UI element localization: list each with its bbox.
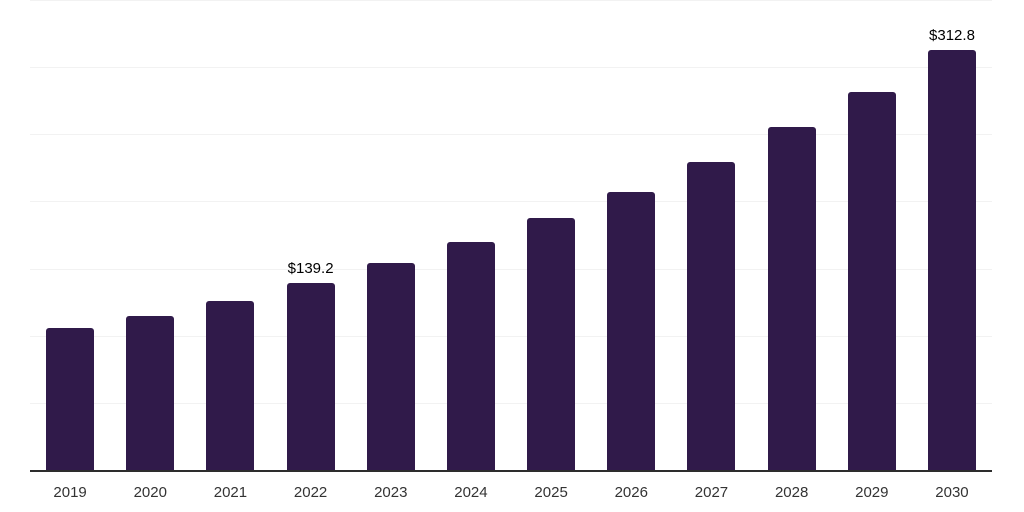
- x-axis-labels: 2019 2020 2021 2022 2023 2024 2025 2026 2027 2028…: [30, 484, 992, 501]
- bar-slot-2027: [671, 0, 751, 470]
- bar-2029: [847, 91, 896, 470]
- x-tick-label-2022: 2022: [293, 484, 328, 501]
- bar-slot-2025: [511, 0, 591, 470]
- bar-2028: [767, 126, 816, 470]
- bar-2023: [366, 263, 415, 470]
- gridline: [30, 67, 992, 69]
- bar-slot-2019: [30, 0, 110, 470]
- bar-slot-2020: [110, 0, 190, 470]
- bar-2020: [126, 316, 175, 470]
- bar-2024: [446, 242, 495, 470]
- bar-slot-2030: $312.8: [912, 0, 992, 470]
- bar-slot-2021: [190, 0, 270, 470]
- bars-row: $139.2 $312.8: [30, 0, 992, 470]
- bar-slot-2024: [431, 0, 511, 470]
- gridline: [30, 268, 992, 270]
- x-tick-label-2024: 2024: [454, 484, 488, 501]
- bar-2030: [927, 49, 976, 470]
- plot-area: $139.2 $312.8: [30, 0, 992, 470]
- gridline: [30, 402, 992, 404]
- bar-2027: [687, 161, 736, 470]
- bar-slot-2026: [591, 0, 671, 470]
- data-label-2030: $312.8: [929, 26, 975, 44]
- x-tick-label-2028: 2028: [774, 484, 809, 501]
- bar-slot-2022: $139.2: [271, 0, 351, 470]
- gridline: [30, 201, 992, 203]
- bar-2022: [286, 283, 335, 470]
- x-tick-label-2030: 2030: [935, 484, 969, 501]
- x-tick-label-2026: 2026: [614, 484, 648, 501]
- gridline: [30, 0, 992, 1]
- x-tick-label-2029: 2029: [855, 484, 889, 501]
- bar-2026: [607, 191, 656, 470]
- bar-slot-2028: [752, 0, 832, 470]
- bar-2021: [206, 301, 255, 470]
- x-tick-label-2025: 2025: [534, 484, 568, 501]
- gridline: [30, 335, 992, 337]
- bar-slot-2023: [351, 0, 431, 470]
- x-tick-label-2020: 2020: [133, 484, 167, 501]
- x-tick-label-2023: 2023: [374, 484, 408, 501]
- data-label-2022: $139.2: [287, 260, 334, 278]
- gridline: [30, 134, 992, 136]
- bar-2025: [527, 218, 576, 470]
- x-axis-line: [30, 470, 992, 472]
- bar-2019: [46, 328, 95, 470]
- bar-slot-2029: [832, 0, 912, 470]
- x-tick-label-2021: 2021: [213, 484, 248, 501]
- x-tick-label-2019: 2019: [53, 484, 87, 501]
- x-tick-label-2027: 2027: [694, 484, 729, 501]
